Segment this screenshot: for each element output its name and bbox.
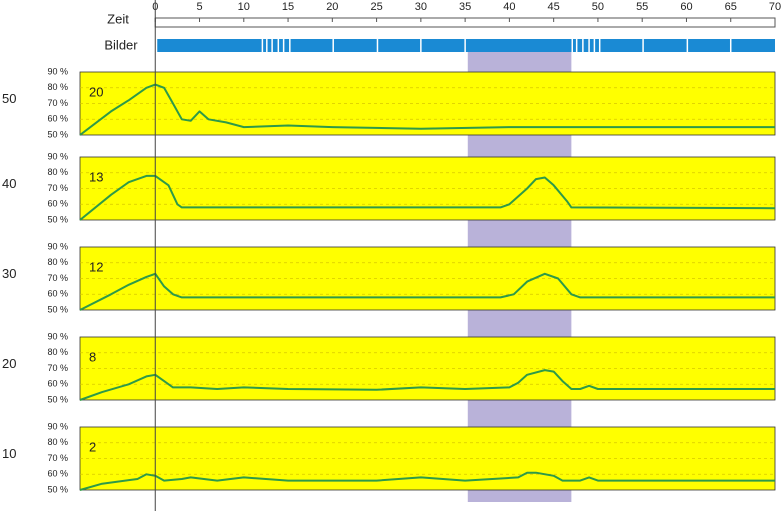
y-tick-label: 80 % (47, 437, 68, 447)
time-label: Zeit (107, 11, 129, 26)
y-tick-label: 70 % (47, 273, 68, 283)
data-line (79, 174, 776, 221)
x-tick-label: 10 (238, 1, 250, 13)
y-tick-label: 80 % (47, 82, 68, 92)
y-tick-label: 70 % (47, 453, 68, 463)
y-tick-label: 50 % (47, 129, 68, 139)
panel-annotation: 8 (89, 349, 96, 364)
x-tick-label: 55 (636, 1, 648, 13)
y-tick-label: 50 % (47, 394, 68, 404)
y-tick-label: 50 % (47, 304, 68, 314)
y-tick-label: 60 % (47, 469, 68, 479)
panel-name: 40 (2, 176, 16, 191)
x-tick-label: 15 (282, 1, 294, 13)
x-tick-label: 70 (769, 1, 781, 13)
y-tick-label: 90 % (47, 151, 68, 161)
y-tick-label: 60 % (47, 379, 68, 389)
y-tick-label: 70 % (47, 363, 68, 373)
panel-name: 10 (2, 446, 16, 461)
y-tick-label: 60 % (47, 114, 68, 124)
panel-name: 30 (2, 266, 16, 281)
images-bar (157, 39, 776, 52)
y-tick-label: 90 % (47, 331, 68, 341)
y-tick-label: 60 % (47, 289, 68, 299)
data-line (79, 272, 775, 311)
y-tick-label: 70 % (47, 98, 68, 108)
x-tick-label: 35 (459, 1, 471, 13)
data-line (79, 83, 775, 136)
panel-annotation: 2 (89, 439, 96, 454)
panel-annotation: 13 (89, 169, 103, 184)
x-tick-label: 20 (326, 1, 338, 13)
x-tick-label: 50 (592, 1, 604, 13)
x-tick-label: 25 (370, 1, 382, 13)
y-tick-label: 90 % (47, 241, 68, 251)
data-line (79, 471, 775, 491)
y-tick-label: 90 % (47, 66, 68, 76)
x-tick-label: 40 (503, 1, 515, 13)
y-tick-label: 70 % (47, 183, 68, 193)
y-tick-label: 80 % (47, 257, 68, 267)
x-tick-label: 30 (415, 1, 427, 13)
panel-name: 20 (2, 356, 16, 371)
panel-name: 50 (2, 91, 16, 106)
y-tick-label: 50 % (47, 484, 68, 494)
images-label: Bilder (104, 37, 138, 52)
x-tick-label: 5 (196, 1, 202, 13)
x-tick-label: 65 (725, 1, 737, 13)
y-tick-label: 80 % (47, 167, 68, 177)
x-tick-label: 60 (680, 1, 692, 13)
y-tick-label: 90 % (47, 421, 68, 431)
x-tick-label: 45 (548, 1, 560, 13)
y-tick-label: 80 % (47, 347, 68, 357)
y-tick-label: 50 % (47, 214, 68, 224)
panel-annotation: 12 (89, 259, 103, 274)
panel-annotation: 20 (89, 84, 103, 99)
y-tick-label: 60 % (47, 199, 68, 209)
